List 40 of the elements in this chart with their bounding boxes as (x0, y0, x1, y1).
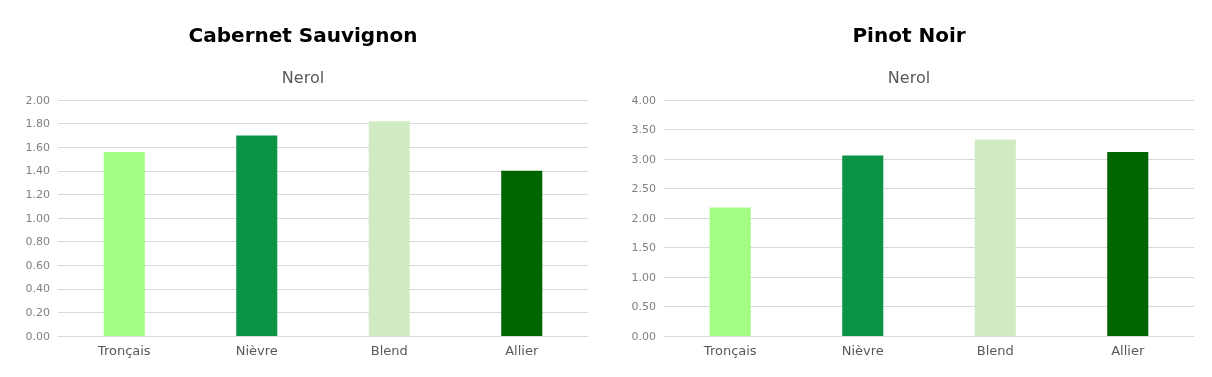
y-tick-label: 2.00 (631, 211, 656, 225)
bar (501, 170, 543, 336)
chart-subtitle: Nerol (887, 67, 931, 87)
y-tick-label: 2.00 (25, 93, 50, 107)
y-tick-label: 1.00 (25, 211, 50, 225)
bar (103, 151, 145, 336)
y-tick-label: 1.80 (25, 117, 50, 131)
y-tick-label: 0.80 (25, 235, 50, 249)
y-tick-label: 2.50 (631, 182, 656, 195)
bar (1107, 151, 1149, 336)
y-tick-label: 0.20 (25, 305, 50, 319)
x-tick-label: Allier (1111, 343, 1145, 358)
x-tick-label: Blend (976, 343, 1014, 358)
x-tick-label: Tronçais (702, 343, 757, 358)
y-tick-label: 0.00 (25, 329, 50, 343)
chart-title: Pinot Noir (852, 23, 966, 47)
bar (709, 207, 751, 336)
x-tick-label: Nièvre (235, 343, 278, 358)
x-tick-label: Blend (370, 343, 408, 358)
x-tick-label: Nièvre (841, 343, 884, 358)
y-tick-label: 1.20 (25, 187, 50, 201)
y-tick-label: 0.40 (25, 282, 50, 296)
y-tick-label: 1.50 (631, 241, 656, 254)
chart-subtitle: Nerol (281, 67, 325, 87)
bar (974, 139, 1016, 336)
y-tick-label: 3.50 (631, 123, 656, 136)
y-tick-label: 1.00 (631, 270, 656, 284)
y-tick-label: 0.00 (631, 329, 656, 343)
y-tick-label: 1.60 (25, 140, 50, 154)
x-tick-label: Tronçais (96, 343, 151, 358)
chart-title: Cabernet Sauvignon (188, 23, 418, 47)
y-tick-label: 0.50 (631, 300, 656, 313)
y-tick-label: 1.40 (25, 164, 50, 178)
bar (236, 135, 278, 336)
y-tick-label: 3.00 (631, 152, 656, 166)
bar (368, 121, 410, 336)
x-tick-label: Allier (505, 343, 539, 358)
y-tick-label: 0.60 (25, 258, 50, 272)
y-tick-label: 4.00 (631, 93, 656, 107)
bar (842, 155, 884, 336)
